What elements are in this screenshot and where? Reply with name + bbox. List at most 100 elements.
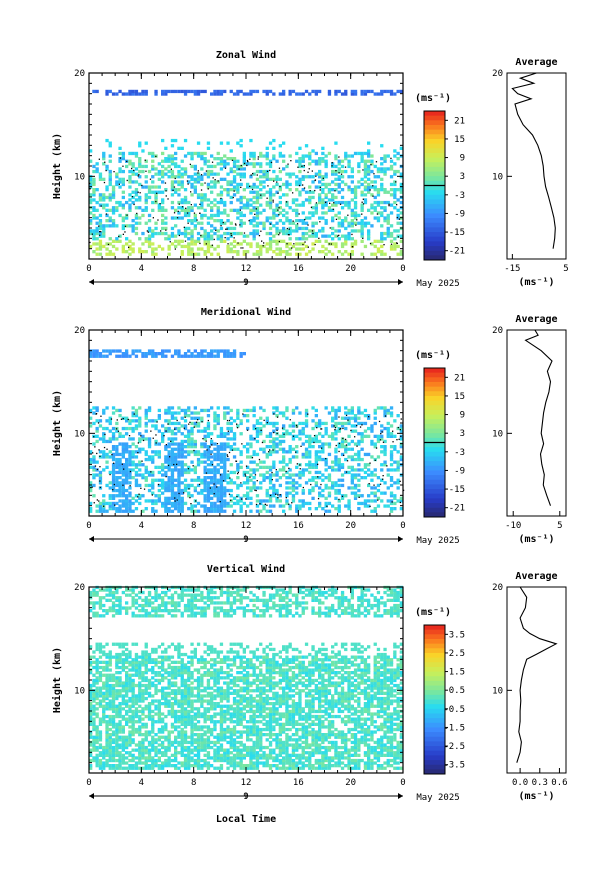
y-tick-label: 10 xyxy=(74,172,85,182)
colorbar-tick-label: -15 xyxy=(449,485,465,495)
x-tick-label: 0 xyxy=(400,264,405,274)
profile-x-tick-label: 5 xyxy=(557,521,562,531)
profile-x-tick-label: 0.0 xyxy=(512,778,528,788)
x-tick-label: 8 xyxy=(191,778,196,788)
colorbar-tick-label: 9 xyxy=(460,154,465,164)
colorbar-label: (ms⁻¹) xyxy=(415,350,451,361)
profile-title: Average xyxy=(515,314,557,325)
x-tick-label: 0 xyxy=(86,778,91,788)
x-tick-label: 0 xyxy=(86,521,91,531)
colorbar-tick-label: -9 xyxy=(454,466,465,476)
profile-frame xyxy=(507,587,566,773)
colorbar-tick-label: -3.5 xyxy=(443,761,465,771)
x-tick-label: 0 xyxy=(400,778,405,788)
colorbar-tick-label: 2.5 xyxy=(449,649,465,659)
profile-frame xyxy=(507,330,566,516)
heatmap-cells xyxy=(89,349,403,513)
colorbar-tick-label: 9 xyxy=(460,411,465,421)
date-axis-arrow xyxy=(89,793,94,799)
average-profile: Average 10 20 -10 5(ms⁻¹) xyxy=(492,314,566,545)
x-tick-label: 0 xyxy=(86,264,91,274)
x-axis-label: Local Time xyxy=(216,813,276,825)
y-tick-label: 20 xyxy=(74,326,85,336)
x-tick-label: 4 xyxy=(139,521,144,531)
date-axis-arrow xyxy=(398,536,403,542)
average-profile: Average 10 20 -15 5 (ms⁻¹) xyxy=(492,57,569,288)
colorbar-tick-label: 15 xyxy=(454,135,465,145)
profile-line xyxy=(526,330,552,506)
date-axis-arrow xyxy=(398,793,403,799)
date-axis-arrow xyxy=(89,536,94,542)
x-tick-label: 16 xyxy=(293,264,304,274)
panel-2: Meridional Wind 0 4 8 12 16 20 0 10 20 Height (km)… xyxy=(51,306,566,546)
profile-y-tick-label: 10 xyxy=(492,429,503,439)
colorbar-tick-label: -9 xyxy=(454,209,465,219)
profile-x-tick-label: 0.3 xyxy=(532,778,548,788)
x-tick-label: 12 xyxy=(241,264,252,274)
y-tick-label: 20 xyxy=(74,583,85,593)
colorbar-tick-label: 21 xyxy=(454,373,465,383)
colorbar-tick-label: -0.5 xyxy=(443,705,465,715)
day-label: 9 xyxy=(243,535,248,545)
x-tick-label: 8 xyxy=(191,521,196,531)
profile-y-tick-label: 10 xyxy=(492,686,503,696)
colorbar xyxy=(424,625,445,774)
profile-line xyxy=(512,73,555,249)
y-tick-label: 10 xyxy=(74,686,85,696)
colorbar-tick-label: -21 xyxy=(449,504,465,514)
colorbar-tick-label: -2.5 xyxy=(443,742,465,752)
profile-x-label: (ms⁻¹) xyxy=(518,791,554,802)
x-tick-label: 12 xyxy=(241,778,252,788)
profile-x-tick-label: 5 xyxy=(563,264,568,274)
colorbar-tick-label: 15 xyxy=(454,392,465,402)
profile-x-tick-label: -10 xyxy=(505,521,521,531)
date-axis-arrow xyxy=(89,279,94,285)
profile-title: Average xyxy=(515,57,557,68)
colorbar-tick-label: 21 xyxy=(454,116,465,126)
profile-x-label: (ms⁻¹) xyxy=(518,277,554,288)
date-axis-arrow xyxy=(398,279,403,285)
colorbar-tick-label: -3 xyxy=(454,448,465,458)
profile-y-tick-label: 20 xyxy=(492,326,503,336)
x-tick-label: 16 xyxy=(293,778,304,788)
colorbar-label: (ms⁻¹) xyxy=(415,607,451,618)
x-tick-label: 20 xyxy=(345,778,356,788)
profile-y-tick-label: 20 xyxy=(492,69,503,79)
colorbar-tick-label: -15 xyxy=(449,228,465,238)
x-tick-label: 20 xyxy=(345,521,356,531)
day-label: 9 xyxy=(243,278,248,288)
x-tick-label: 16 xyxy=(293,521,304,531)
panel-title: Zonal Wind xyxy=(216,49,276,61)
x-tick-label: 12 xyxy=(241,521,252,531)
colorbar-tick-label: 1.5 xyxy=(449,668,465,678)
panel-title: Meridional Wind xyxy=(201,306,291,318)
y-tick-label: 20 xyxy=(74,69,85,79)
profile-y-tick-label: 20 xyxy=(492,583,503,593)
profile-line xyxy=(517,587,556,763)
x-tick-label: 20 xyxy=(345,264,356,274)
colorbar-tick-label: -21 xyxy=(449,247,465,257)
x-tick-label: 0 xyxy=(400,521,405,531)
profile-y-tick-label: 10 xyxy=(492,172,503,182)
profile-x-tick-label: 0.6 xyxy=(551,778,567,788)
colorbar-tick-label: 3.5 xyxy=(449,630,465,640)
profile-title: Average xyxy=(515,571,557,582)
colorbar-tick-label: 3 xyxy=(460,429,465,439)
colorbar-tick-label: -3 xyxy=(454,191,465,201)
colorbar-tick-label: -1.5 xyxy=(443,723,465,733)
colorbar-tick-label: 0.5 xyxy=(449,686,465,696)
date-label: May 2025 xyxy=(416,536,459,546)
heatmap-cells xyxy=(89,90,403,256)
profile-x-label: (ms⁻¹) xyxy=(518,534,554,545)
y-axis-label: Height (km) xyxy=(51,390,63,456)
y-axis-label: Height (km) xyxy=(51,133,63,199)
day-label: 9 xyxy=(243,792,248,802)
profile-x-tick-label: -15 xyxy=(504,264,520,274)
colorbar-tick-label: 3 xyxy=(460,172,465,182)
y-tick-label: 10 xyxy=(74,429,85,439)
heatmap-cells xyxy=(89,586,403,770)
date-label: May 2025 xyxy=(416,279,459,289)
